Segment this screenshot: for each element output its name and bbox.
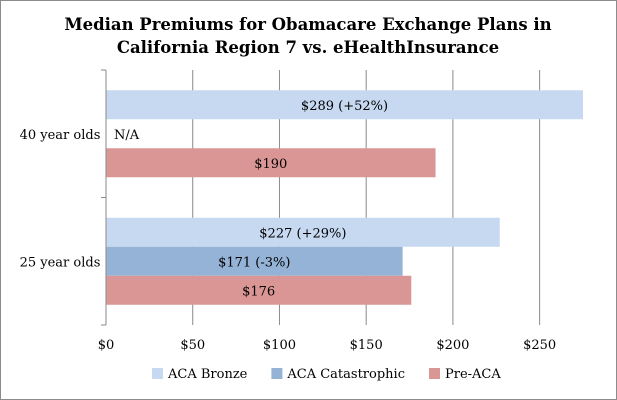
x-tick-label: $250 [523, 338, 556, 353]
x-tick-label: $200 [436, 338, 469, 353]
legend-label: ACA Catastrophic [286, 367, 405, 382]
chart-title-line-1: Median Premiums for Obamacare Exchange P… [64, 15, 551, 34]
bar [106, 275, 412, 305]
bar [106, 246, 403, 276]
bar [106, 90, 583, 120]
data-label: $227 (+29%) [259, 226, 346, 241]
data-label: $171 (-3%) [218, 255, 290, 270]
bar [106, 148, 436, 178]
legend-label: Pre-ACA [445, 367, 501, 382]
legend-swatch [271, 368, 283, 379]
x-tick-label: $150 [350, 338, 383, 353]
data-label: $176 [242, 284, 275, 299]
axes: $0 $50 $100 $150 $200 $250 40 year olds 25 year… [20, 69, 556, 353]
legend-swatch [428, 368, 440, 379]
data-label: N/A [114, 128, 140, 143]
legend: ACA Bronze ACA Catastrophic Pre-ACA [152, 367, 501, 382]
category-label: 25 year olds [20, 255, 101, 270]
x-tick-label: $0 [98, 338, 115, 353]
bars [106, 90, 583, 305]
legend-label: ACA Bronze [167, 367, 248, 382]
chart-title-line-2: California Region 7 vs. eHealthInsurance [117, 38, 499, 57]
bar [106, 217, 500, 247]
category-label: 40 year olds [20, 128, 101, 143]
x-tick-label: $100 [263, 338, 296, 353]
data-labels: $289 (+52%) N/A $190 $227 (+29%) $171 (-3%) $… [114, 99, 388, 300]
data-label: $190 [254, 157, 287, 172]
data-label: $289 (+52%) [301, 99, 388, 114]
legend-swatch [152, 368, 163, 379]
x-tick-label: $50 [180, 338, 205, 353]
